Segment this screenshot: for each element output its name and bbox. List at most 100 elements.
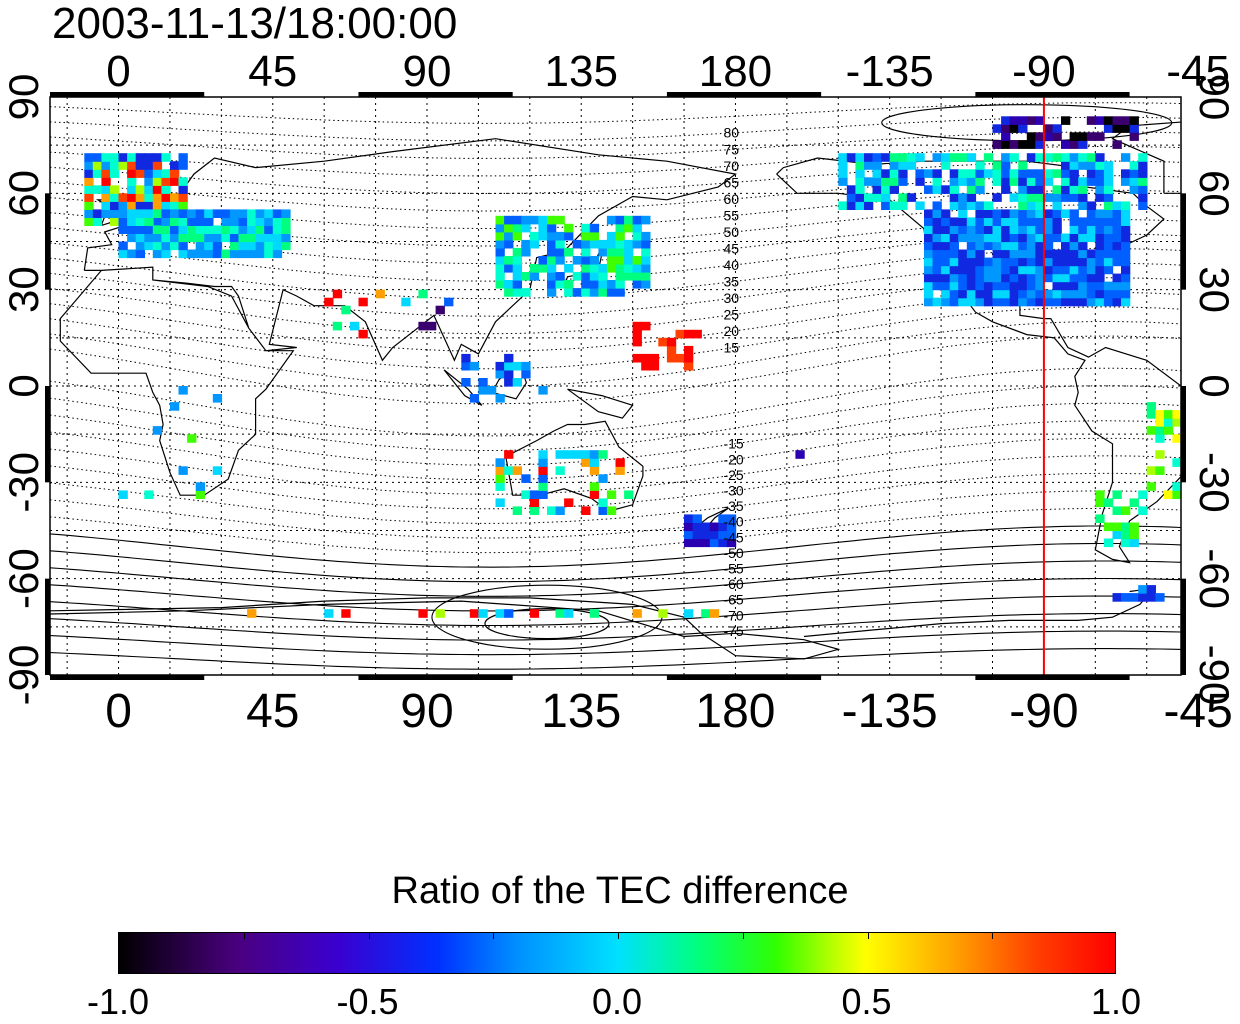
tec-cell (958, 193, 968, 202)
tec-cell (538, 490, 548, 499)
contour-line (50, 455, 1181, 510)
tec-cell (1009, 169, 1019, 178)
colorbar-tick-label: 1.0 (1090, 981, 1142, 1022)
tec-cell (1129, 169, 1139, 178)
tec-cell (521, 369, 531, 379)
tec-cell (624, 247, 634, 257)
tec-cell (1129, 161, 1139, 170)
tec-cell (92, 169, 103, 178)
contour-line (50, 613, 1181, 641)
tec-cell (958, 265, 968, 275)
tec-cell (495, 215, 505, 225)
tec-cell (624, 256, 634, 265)
tec-cell (204, 249, 214, 259)
tec-cell (118, 490, 128, 499)
tec-cell (966, 257, 977, 267)
tec-cell (1009, 265, 1019, 275)
tec-cell (932, 265, 942, 275)
tec-cell (512, 272, 522, 281)
tec-cell (170, 161, 180, 170)
tec-cell (1121, 281, 1131, 291)
tec-cell (1061, 265, 1071, 275)
tec-cell (1078, 161, 1088, 170)
tec-cell (992, 289, 1002, 299)
tec-cell (1052, 185, 1062, 194)
tec-cell (495, 482, 505, 491)
tec-cell (264, 217, 274, 226)
tec-cell (1035, 257, 1045, 267)
tec-cell (881, 169, 891, 178)
tec-cell (846, 201, 857, 210)
tec-cell (726, 538, 737, 548)
tec-cell (555, 450, 565, 459)
tec-cell (1112, 522, 1122, 532)
tec-cell (504, 466, 514, 475)
tec-cell (144, 217, 154, 226)
tec-cell (1069, 281, 1079, 291)
tec-cell (1043, 193, 1054, 202)
contour-label: 50 (723, 224, 739, 240)
tec-cell (161, 153, 171, 162)
tec-cell (127, 201, 137, 210)
tec-cell (1035, 297, 1045, 307)
tec-cell (581, 231, 591, 241)
tec-cell (1069, 225, 1079, 234)
tec-cell (101, 161, 111, 170)
top-longitude-label: -90 (1012, 47, 1076, 96)
tec-cell (1121, 153, 1131, 162)
tec-cell (84, 193, 94, 202)
tec-cell (992, 257, 1002, 267)
tec-cell (838, 161, 848, 170)
tec-cell (495, 466, 505, 475)
tec-cell (726, 530, 737, 540)
tec-cell (101, 193, 111, 202)
tec-cell (1069, 185, 1079, 194)
tec-cell (1121, 265, 1131, 275)
tec-cell (1121, 233, 1131, 243)
tec-cell (178, 249, 188, 259)
tec-cell (958, 217, 968, 226)
contour-line (50, 542, 1181, 583)
tec-cell (915, 177, 925, 186)
top-longitude-label: -135 (846, 47, 934, 96)
tec-cell (1103, 289, 1114, 299)
tec-cell (1086, 281, 1097, 291)
tec-cell (701, 530, 711, 540)
tec-cell (1146, 593, 1156, 602)
tec-cell (1009, 241, 1019, 251)
tec-cell (992, 124, 1002, 133)
tec-cell (1001, 233, 1011, 243)
tec-cell (221, 225, 231, 234)
tec-cell (1035, 265, 1045, 275)
colorbar-tick (368, 933, 370, 939)
tec-cell (598, 247, 608, 257)
tec-cell (1103, 201, 1114, 210)
tec-cell (152, 177, 163, 186)
tec-cell (555, 247, 565, 257)
bottom-longitude-label: 135 (541, 685, 621, 738)
tec-cell (1095, 116, 1105, 125)
tec-cell (632, 239, 642, 249)
tec-cell (1009, 273, 1019, 283)
tec-cell (675, 329, 685, 339)
tec-cell (855, 177, 865, 186)
tec-cell (1224, 418, 1233, 427)
tec-cell (495, 256, 505, 265)
tec-cell (187, 233, 197, 243)
tec-cell (84, 161, 94, 170)
tec-cell (924, 289, 934, 299)
tec-cell (1035, 233, 1045, 243)
tec-cell (341, 609, 351, 618)
tec-cell (1121, 249, 1131, 259)
tec-cell (332, 321, 343, 331)
tec-cell (1018, 297, 1028, 307)
tec-cell (1001, 161, 1011, 170)
tec-cell (144, 169, 154, 178)
frame-bar (1181, 578, 1186, 675)
tec-cell (495, 609, 505, 618)
tec-cell (495, 369, 505, 379)
contour-line (50, 595, 1181, 627)
tec-cell (1009, 209, 1019, 218)
tec-cell (512, 256, 522, 265)
tec-cell (152, 153, 163, 162)
